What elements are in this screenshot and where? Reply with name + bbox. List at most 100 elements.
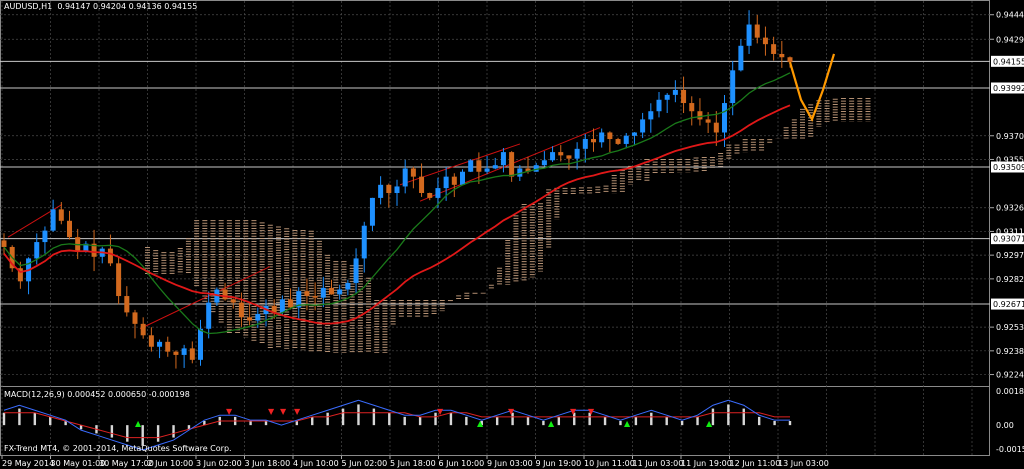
candle-body [599, 132, 605, 143]
candle-body [689, 103, 695, 112]
candle-body [17, 268, 23, 282]
y-tick-label: 0.92825 [996, 275, 1024, 284]
x-tick-label: 2 Jun 10:00 [148, 459, 194, 468]
candle-body [746, 24, 752, 46]
candle-body [779, 53, 785, 58]
macd-tick-label: -0.001597 [996, 445, 1024, 454]
candle-body [664, 94, 670, 100]
x-tick-label: 9 Jun 03:00 [487, 459, 533, 468]
candle-body [58, 209, 64, 221]
chart-frame [0, 0, 990, 456]
candle-body [713, 122, 719, 133]
price-tag-bg [991, 233, 1024, 245]
signal-arrow: ▼ [508, 407, 515, 416]
candle-body [361, 225, 367, 259]
candle-body [500, 152, 506, 166]
candle-body [525, 168, 531, 172]
price-tag-bg [991, 55, 1024, 67]
candle-body [681, 89, 687, 104]
signal-arrow: ▼ [268, 407, 275, 416]
candle-body [222, 289, 228, 300]
candle-body [771, 44, 777, 54]
x-tick-label: 29 May 2014 [2, 459, 54, 468]
candle-body [582, 139, 588, 149]
x-tick-label: 9 Jun 19:00 [536, 459, 582, 468]
signal-arrow: ▲ [706, 419, 713, 428]
macd-tick-label: 0.001824 [996, 387, 1024, 396]
candle-body [574, 148, 580, 159]
candle-body [279, 299, 285, 313]
candle-body [435, 188, 441, 198]
candle-body [402, 168, 408, 187]
y-tick-label: 0.92240 [996, 371, 1024, 380]
chart-header: AUDUSD,H1 0.94147 0.94204 0.94136 0.9415… [4, 2, 197, 11]
signal-arrow: ▼ [226, 407, 233, 416]
candle-body [271, 305, 277, 313]
candle-body [116, 263, 122, 297]
candle-body [591, 139, 596, 143]
candle-body [247, 317, 253, 321]
candle-body [640, 119, 646, 133]
candle-body [468, 160, 474, 172]
candle-body [427, 193, 433, 198]
y-tick-label: 0.93555 [996, 155, 1024, 164]
candle-body [148, 335, 154, 347]
candle-body [386, 184, 392, 193]
candle-body [443, 176, 449, 189]
candle-body [451, 176, 457, 185]
candle-body [631, 132, 637, 136]
x-tick-label: 5 Jun 18:00 [390, 459, 436, 468]
candle-body [255, 314, 261, 321]
candle-body [566, 155, 572, 159]
candle-body [460, 171, 465, 185]
candle-body [91, 243, 97, 257]
price-tag-label: 0.93509 [993, 163, 1024, 172]
candle-body [206, 302, 212, 329]
price-tag-label: 0.93071 [993, 235, 1024, 244]
x-tick-label: 13 Jun 03:00 [778, 459, 829, 468]
candle-body [67, 220, 72, 238]
candle-body [157, 341, 163, 347]
candle-body [230, 299, 236, 303]
candle-body [762, 37, 768, 45]
candle-body [533, 165, 539, 172]
candle-body [509, 152, 515, 177]
signal-arrow: ▼ [280, 407, 287, 416]
x-tick-label: 10 Jun 11:00 [584, 459, 635, 468]
ma-fast-line [3, 72, 791, 335]
candle-body [517, 168, 523, 177]
candle-body [198, 328, 203, 360]
candle-body [615, 139, 621, 144]
candle-body [730, 70, 736, 104]
candle-body [697, 111, 703, 120]
x-tick-label: 11 Jun 03:00 [633, 459, 684, 468]
x-tick-label: 12 Jun 11:00 [730, 459, 781, 468]
candle-body [181, 348, 187, 355]
candle-body [705, 119, 711, 123]
candle-body [738, 45, 744, 71]
projection-line [788, 53, 836, 123]
signal-arrow: ▼ [570, 407, 577, 416]
candle-body [189, 348, 195, 360]
x-tick-label: 3 Jun 02:00 [196, 459, 242, 468]
candle-body [787, 57, 793, 63]
candle-body [288, 299, 294, 308]
price-tag-bg [991, 298, 1024, 310]
signal-arrow: ▲ [624, 419, 631, 428]
candle-body [492, 165, 498, 169]
candle-body [165, 341, 171, 352]
candle-body [42, 230, 48, 243]
x-tick-label: 30 May 17:00 [99, 459, 154, 468]
candle-body [476, 160, 482, 172]
candle-body [238, 302, 244, 318]
candle-body [320, 287, 326, 298]
price-tag-label: 0.93992 [993, 84, 1024, 93]
price-tag-bg [991, 82, 1024, 94]
candle-body [353, 258, 359, 283]
channel-line [139, 266, 271, 330]
copyright-text: FX-Trend MT4, © 2001-2014, MetaQuotes So… [4, 444, 232, 453]
